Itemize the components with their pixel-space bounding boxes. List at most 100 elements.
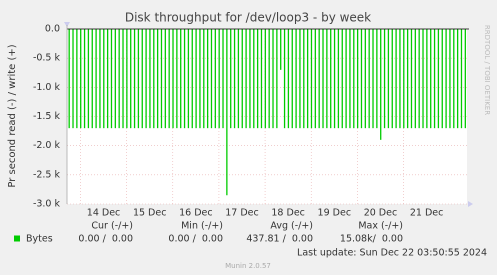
x-tick-label: 14 Dec (87, 208, 121, 219)
axis-arrow (64, 22, 70, 27)
bar (106, 29, 109, 129)
bar (214, 29, 216, 129)
bar (256, 29, 259, 129)
legend-stat: 0.00 / 0.00 (78, 234, 133, 245)
bar (380, 29, 382, 140)
bar (326, 29, 328, 129)
bar (87, 29, 90, 129)
bar (391, 29, 393, 129)
bar (291, 29, 293, 129)
bar (253, 29, 255, 129)
x-tick-label: 19 Dec (318, 208, 352, 219)
bar (156, 29, 159, 129)
x-tick-label: 21 Dec (410, 208, 444, 219)
bar (456, 29, 459, 129)
bar (330, 29, 332, 129)
bar (195, 29, 197, 129)
y-tick-label: -2.0 k (33, 140, 61, 151)
y-tick-label: -0.5 k (33, 53, 61, 64)
bar (245, 29, 247, 129)
bar (183, 29, 186, 129)
bar (153, 29, 155, 129)
bar (160, 29, 163, 129)
bar (414, 29, 416, 129)
bar (322, 29, 324, 129)
x-tick-label: 16 Dec (179, 208, 213, 219)
version: Munin 2.0.57 (225, 262, 271, 270)
bar (460, 29, 463, 129)
last-update: Last update: Sun Dec 22 03:50:55 2024 (297, 248, 487, 259)
bar (453, 29, 455, 129)
bar (376, 29, 378, 129)
bar (349, 29, 351, 129)
bar (141, 29, 143, 129)
bar (133, 29, 136, 129)
bar (333, 29, 336, 129)
bar (387, 29, 390, 129)
bar (449, 29, 451, 129)
bar (103, 29, 105, 129)
bar (310, 29, 313, 129)
bar (126, 29, 128, 129)
bar (441, 29, 443, 129)
legend-label: Bytes (26, 234, 53, 245)
bar (356, 29, 359, 129)
bar (137, 29, 140, 129)
bar (430, 29, 432, 129)
bar (318, 29, 320, 129)
legend-stat: 0.00 / 0.00 (168, 234, 223, 245)
bar (76, 29, 78, 129)
chart-title: Disk throughput for /dev/loop3 - by week (125, 11, 371, 25)
bar (264, 29, 266, 129)
bar (95, 29, 97, 129)
bar (68, 29, 70, 129)
y-axis-label: Pr second read (-) / write (+) (7, 44, 18, 187)
bar (437, 29, 440, 129)
bar (233, 29, 236, 129)
bar (403, 29, 405, 129)
bar (176, 29, 178, 129)
bar (422, 29, 424, 129)
bar (80, 29, 82, 129)
bar (395, 29, 397, 129)
bar (272, 29, 274, 129)
bar (230, 29, 232, 129)
bar (383, 29, 386, 129)
bar (341, 29, 343, 129)
legend-header: Min (-/+) (181, 221, 223, 232)
bar (399, 29, 401, 129)
bar (303, 29, 305, 129)
x-tick-label: 15 Dec (133, 208, 167, 219)
bar (368, 29, 370, 129)
bar (164, 29, 166, 129)
bar (260, 29, 263, 129)
bar (172, 29, 174, 129)
y-tick-label: -1.0 k (33, 82, 61, 93)
legend-stat: 437.81 / 0.00 (246, 234, 313, 245)
bar (283, 29, 286, 129)
bar (130, 29, 132, 129)
bar (226, 29, 228, 196)
bar (149, 29, 151, 129)
bar (306, 29, 309, 129)
x-tick-label: 17 Dec (225, 208, 259, 219)
bar (406, 29, 409, 129)
bar (168, 29, 170, 129)
bar (99, 29, 101, 129)
bar (249, 29, 251, 129)
bar (83, 29, 86, 129)
bar (337, 29, 340, 129)
bar (410, 29, 413, 129)
bar (203, 29, 205, 129)
bar (287, 29, 290, 129)
bar (276, 29, 278, 129)
bar (187, 29, 190, 129)
bar (295, 29, 297, 129)
y-tick-label: 0.0 (45, 24, 60, 35)
bar (314, 29, 316, 129)
legend-stat: 15.08k/ 0.00 (340, 234, 403, 245)
x-tick-label: 20 Dec (364, 208, 398, 219)
bar (280, 29, 282, 70)
bar (237, 29, 240, 129)
